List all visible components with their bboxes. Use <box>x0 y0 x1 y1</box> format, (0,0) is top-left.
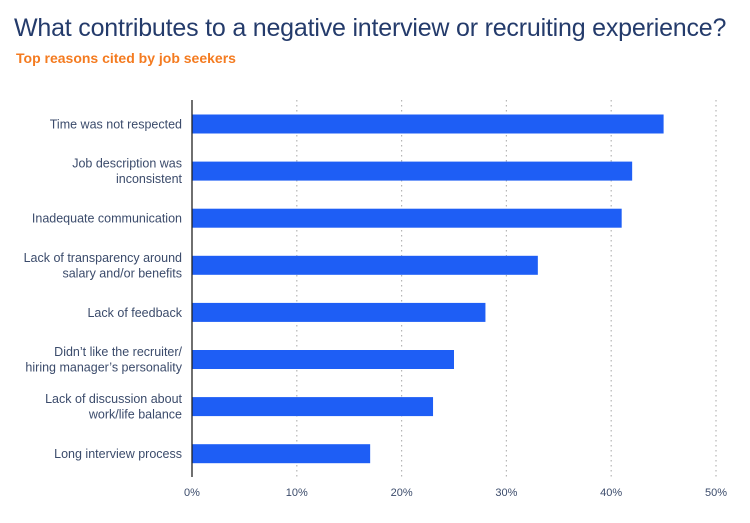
bar-4 <box>192 255 538 275</box>
x-tick-label-10: 10% <box>286 487 308 499</box>
category-label-line: Time was not respected <box>50 117 182 131</box>
category-label-4: Lack of transparency around salary and/or… <box>24 251 182 281</box>
x-tick-label-20: 20% <box>391 487 413 499</box>
category-label-line: hiring manager’s personality <box>25 361 182 375</box>
category-label-1: Time was not respected <box>50 117 182 131</box>
bar-6 <box>192 350 454 369</box>
x-tick-label-40: 40% <box>600 487 622 499</box>
category-label-3: Inadequate communication <box>32 212 182 226</box>
category-label-line: Job description was <box>72 157 182 171</box>
category-label-8: Long interview process <box>54 447 182 461</box>
category-label-6: Didn’t like the recruiter/hiring manager… <box>25 345 182 375</box>
chart-title: What contributes to a negative interview… <box>14 14 727 42</box>
x-tick-label-0: 0% <box>184 487 200 499</box>
x-tick-label-50: 50% <box>705 487 727 499</box>
category-label-line: Inadequate communication <box>32 212 182 226</box>
category-label-line: Lack of feedback <box>87 306 182 320</box>
category-label-line: Didn’t like the recruiter/ <box>54 345 182 359</box>
category-label-5: Lack of feedback <box>87 306 182 320</box>
category-label-line: Lack of transparency around <box>24 251 182 265</box>
x-tick-label-30: 30% <box>495 487 517 499</box>
bar-2 <box>192 161 633 181</box>
category-label-line: work/life balance <box>88 408 182 422</box>
category-label-7: Lack of discussion about work/life balanc… <box>45 392 182 422</box>
gridlines <box>296 100 717 477</box>
category-label-line: inconsistent <box>116 172 183 186</box>
bar-1 <box>192 114 664 134</box>
category-label-line: Long interview process <box>54 447 182 461</box>
bar-5 <box>192 302 486 322</box>
x-axis-ticks: 0% 10% 20% 30% 40% 50% <box>184 487 727 499</box>
category-label-line: Lack of discussion about <box>45 392 182 406</box>
category-labels: Time was not respected Job description wa… <box>24 117 183 461</box>
bars <box>192 114 664 464</box>
bar-8 <box>192 444 371 464</box>
bar-7 <box>192 397 434 417</box>
category-label-line: salary and/or benefits <box>62 266 182 280</box>
category-label-2: Job description was inconsistent <box>72 157 182 187</box>
bar-3 <box>192 208 622 228</box>
chart-subtitle: Top reasons cited by job seekers <box>16 50 236 66</box>
